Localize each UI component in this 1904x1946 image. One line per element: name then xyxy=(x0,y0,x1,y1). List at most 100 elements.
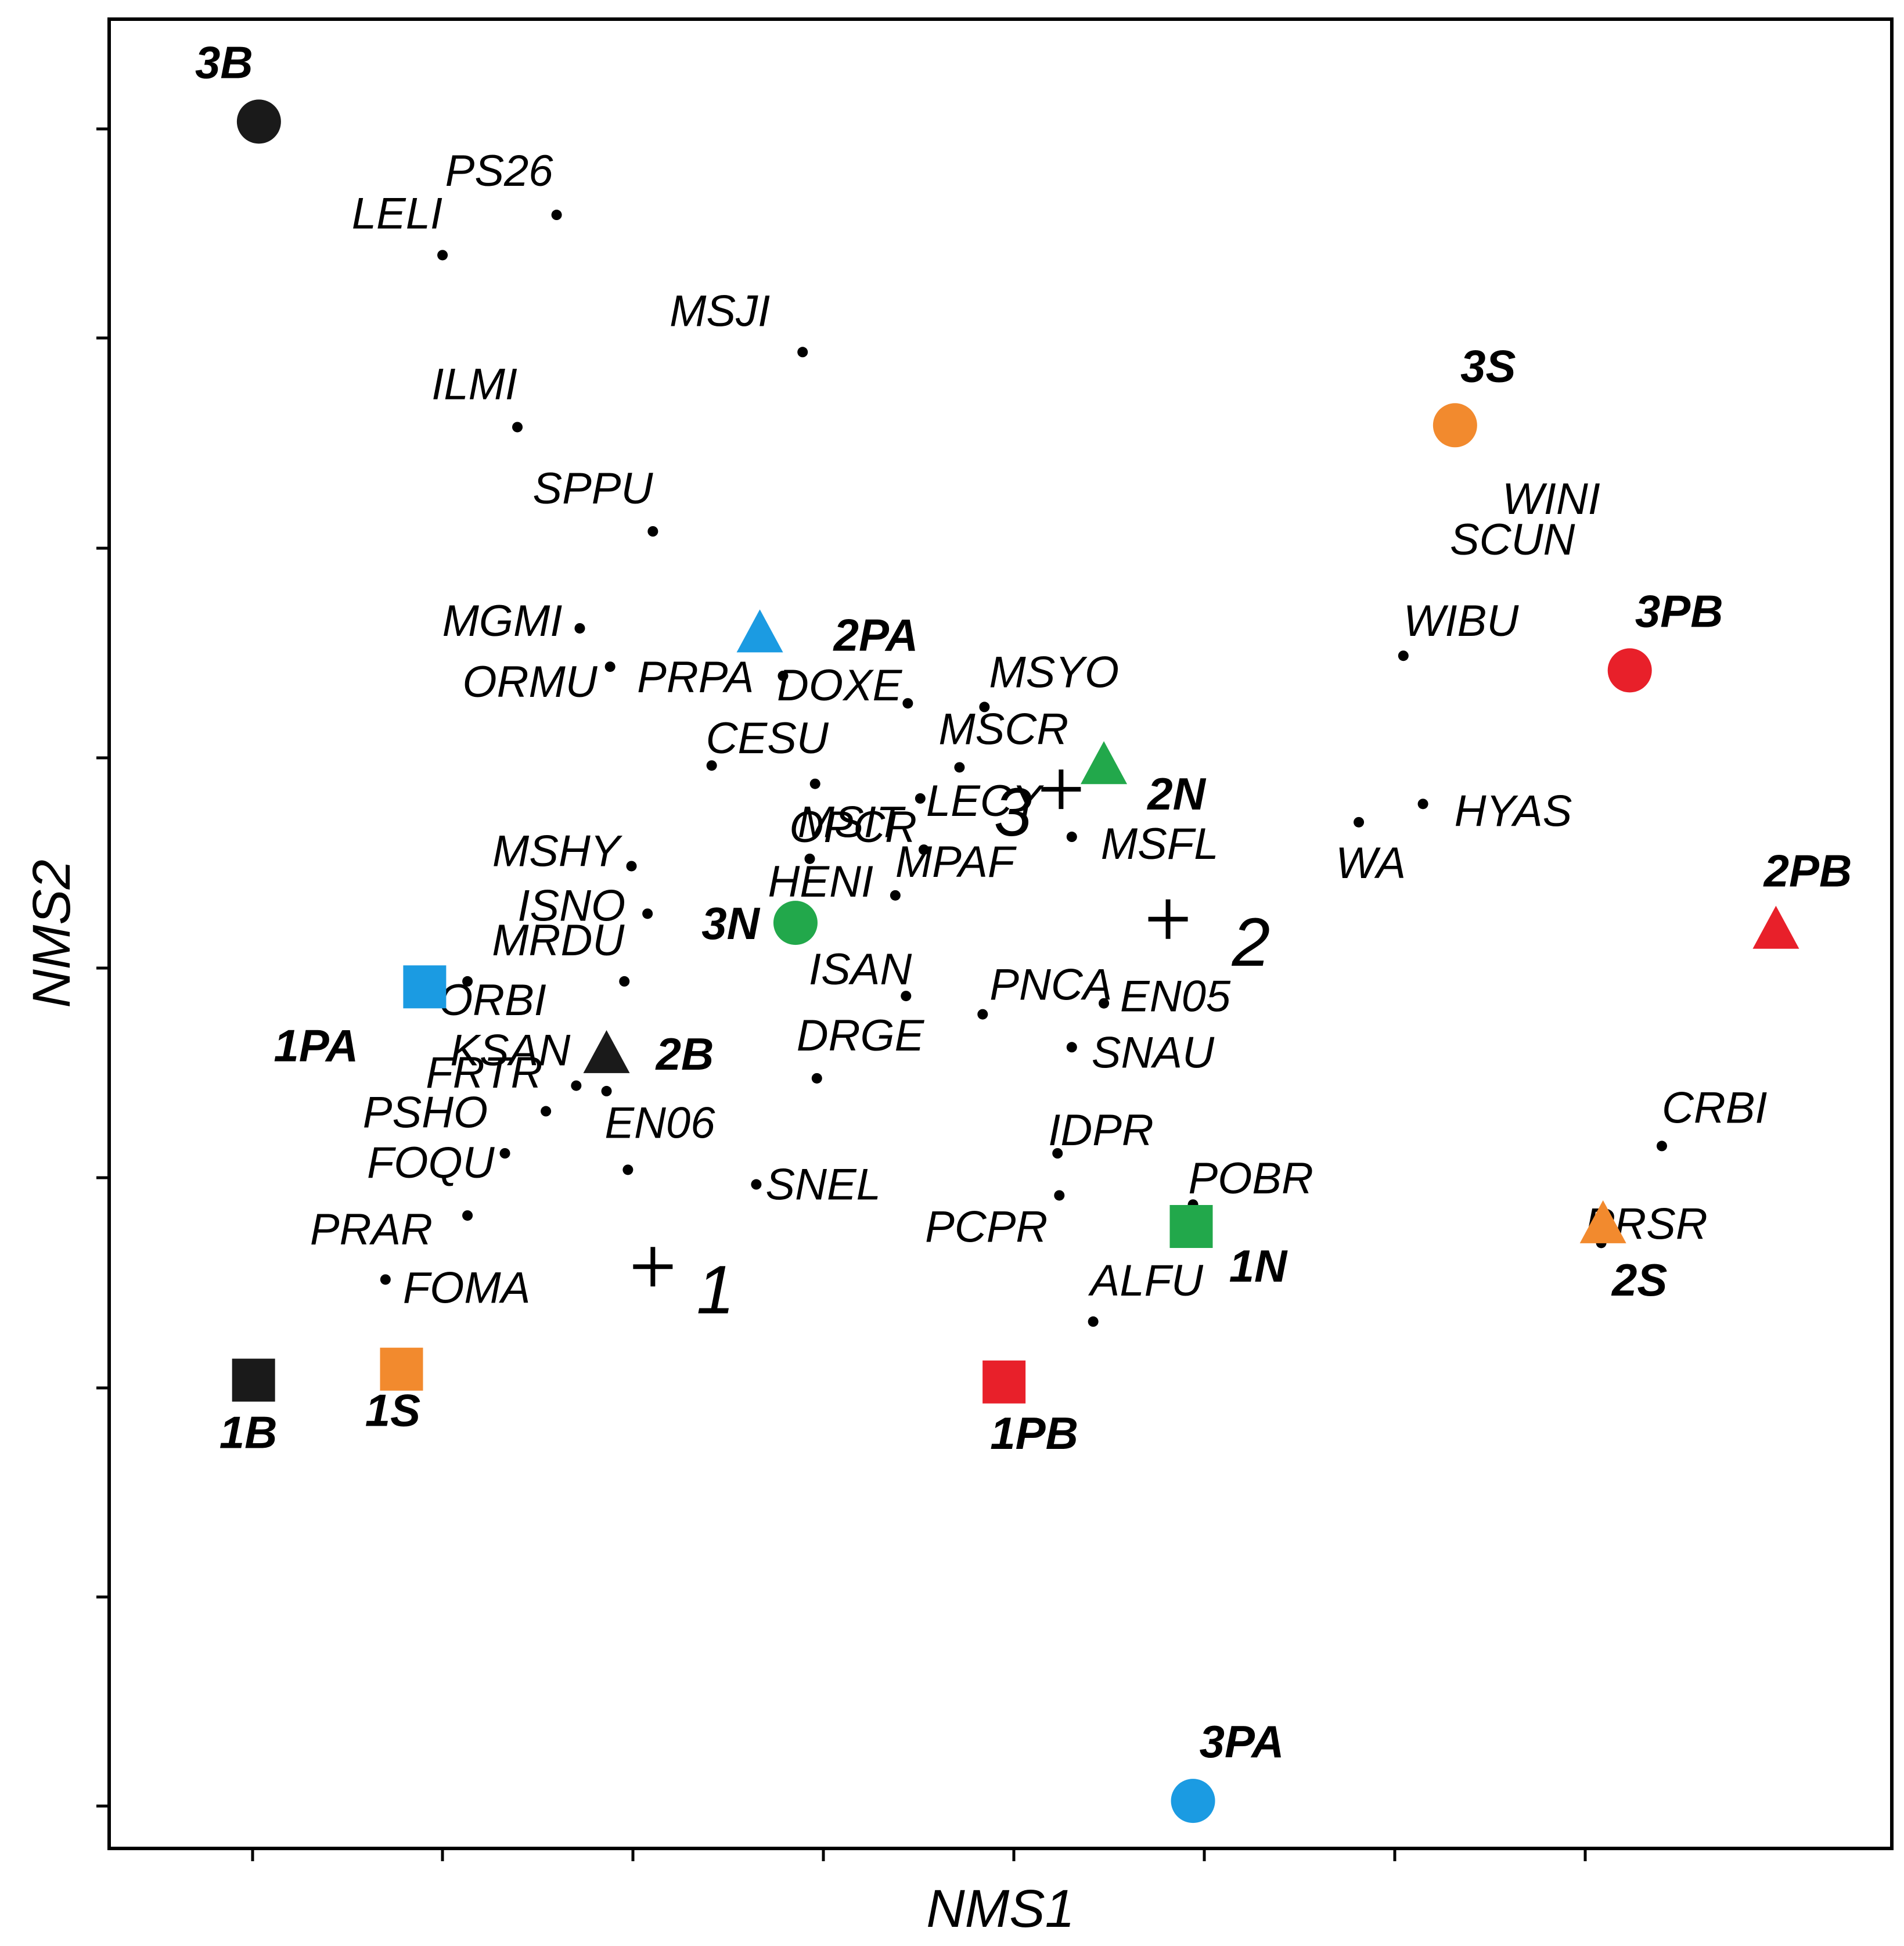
x-axis-title: NMS1 xyxy=(926,1879,1075,1938)
species-point-hyas xyxy=(1417,798,1428,810)
group-centroid-label-1: 1 xyxy=(696,1251,735,1328)
species-point-mgmi xyxy=(574,623,585,634)
species-point-wa xyxy=(1354,816,1365,828)
species-label-opcr: OPCR xyxy=(789,803,917,852)
site-label-1b: 1B xyxy=(219,1407,278,1458)
species-point-crbi xyxy=(1656,1141,1667,1152)
species-label-mshy: MSHY xyxy=(492,826,623,876)
species-point-ps26 xyxy=(551,210,562,221)
species-label-pcpr: PCPR xyxy=(925,1202,1048,1251)
species-label-prar: PRAR xyxy=(310,1205,433,1254)
species-point-mscr xyxy=(954,762,965,773)
site-layer: 3B 3S 3PB 3N 3PA 2PA 2N 2PB 2B 2S 1PA 1N 1B 1S 1PB xyxy=(195,37,1852,1823)
site-label-2b: 2B xyxy=(655,1028,714,1080)
site-marker-1pb xyxy=(982,1360,1026,1404)
species-point-snau xyxy=(1066,1042,1077,1053)
site-marker-3pa xyxy=(1171,1779,1215,1823)
species-point-foma xyxy=(380,1274,391,1285)
species-label-isan: ISAN xyxy=(809,945,912,994)
group-centroid-label-2: 2 xyxy=(1232,904,1270,981)
species-label-wini: WINI xyxy=(1502,474,1600,524)
species-point-mpaf xyxy=(890,890,901,901)
species-label-prpa: PRPA xyxy=(637,653,754,702)
species-point-en05 xyxy=(1099,998,1110,1009)
species-label-ilmi: ILMI xyxy=(431,359,517,409)
species-label-pobr: POBR xyxy=(1189,1154,1313,1203)
species-point-wibu xyxy=(1398,650,1409,661)
species-point-mrdu xyxy=(619,976,630,987)
species-label-crbi: CRBI xyxy=(1662,1083,1768,1132)
group-centroid-2 xyxy=(1148,899,1188,939)
species-point-foqu xyxy=(499,1148,510,1159)
species-point-idpr xyxy=(1052,1148,1063,1159)
species-point-isan xyxy=(901,991,912,1002)
species-point-ormu xyxy=(604,661,616,672)
site-marker-3pb xyxy=(1607,648,1652,693)
species-label-heni: HENI xyxy=(768,857,874,907)
species-label-mscr: MSCR xyxy=(938,704,1068,754)
group-centroid-label-3: 3 xyxy=(994,774,1032,851)
species-label-mrdu: MRDU xyxy=(492,916,625,965)
species-label-msfl: MSFL xyxy=(1101,819,1219,869)
species-label-drge: DRGE xyxy=(797,1011,925,1060)
species-label-foqu: FOQU xyxy=(367,1138,495,1188)
species-label-ksan: KSAN xyxy=(450,1026,570,1075)
species-point-lecy xyxy=(915,793,926,804)
species-point-doxe xyxy=(902,698,913,709)
species-point-prar xyxy=(462,1210,473,1221)
species-label-en05: EN05 xyxy=(1120,972,1231,1021)
site-marker-2s xyxy=(1579,1200,1626,1243)
species-label-msit: MSIT xyxy=(798,798,906,847)
species-label-pnca: PNCA xyxy=(989,961,1112,1010)
species-label-ormu: ORMU xyxy=(462,657,598,707)
site-marker-1pa xyxy=(403,965,447,1009)
group-centroid-3 xyxy=(1041,769,1081,810)
species-label-cesu: CESU xyxy=(706,714,829,763)
species-point-snel xyxy=(751,1179,762,1190)
species-point-heni xyxy=(804,853,815,864)
species-point-cesu xyxy=(706,760,717,771)
site-marker-1b xyxy=(232,1358,275,1402)
species-label-snel: SNEL xyxy=(765,1160,881,1210)
species-label-msji: MSJI xyxy=(670,286,770,336)
site-label-3pa: 3PA xyxy=(1200,1716,1284,1767)
species-point-pnca xyxy=(977,1009,988,1020)
species-point-frtr xyxy=(601,1085,612,1096)
plot-frame xyxy=(107,17,1894,1850)
species-label-leli: LELI xyxy=(352,189,442,238)
species-point-opcr xyxy=(918,844,929,855)
species-label-isno: ISNO xyxy=(517,881,625,930)
y-axis-title: NMS2 xyxy=(22,859,81,1008)
site-label-1s: 1S xyxy=(365,1385,420,1436)
site-marker-2n xyxy=(1081,741,1128,785)
species-point-isno xyxy=(642,908,653,919)
species-label-snau: SNAU xyxy=(1092,1028,1215,1077)
species-point-msfl xyxy=(1066,832,1077,843)
site-label-3n: 3N xyxy=(701,898,760,949)
species-label-mgmi: MGMI xyxy=(442,596,563,646)
site-label-3pb: 3PB xyxy=(1635,585,1723,636)
species-label-idpr: IDPR xyxy=(1048,1106,1154,1155)
species-point-msyo xyxy=(979,702,990,713)
axis-ticks xyxy=(96,127,1587,1861)
species-label-orbi: ORBI xyxy=(438,976,546,1025)
site-marker-2pb xyxy=(1752,905,1799,949)
site-marker-3s xyxy=(1433,403,1477,448)
species-label-psho: PSHO xyxy=(363,1088,488,1138)
species-point-pcpr xyxy=(1054,1190,1065,1201)
species-label-en06: EN06 xyxy=(604,1098,715,1148)
species-label-lecy: LECY xyxy=(926,776,1045,826)
site-label-1pb: 1PB xyxy=(990,1408,1078,1459)
species-label-alfu: ALFU xyxy=(1088,1256,1204,1305)
species-point-leli xyxy=(437,250,448,261)
species-point-prpa xyxy=(778,670,789,681)
species-point-msji xyxy=(797,347,808,358)
species-label-foma: FOMA xyxy=(403,1263,531,1312)
species-point-en06 xyxy=(622,1164,634,1175)
site-marker-2b xyxy=(583,1030,630,1073)
site-label-3b: 3B xyxy=(195,37,253,88)
site-label-2n: 2N xyxy=(1146,768,1206,819)
species-point-drge xyxy=(811,1073,822,1084)
